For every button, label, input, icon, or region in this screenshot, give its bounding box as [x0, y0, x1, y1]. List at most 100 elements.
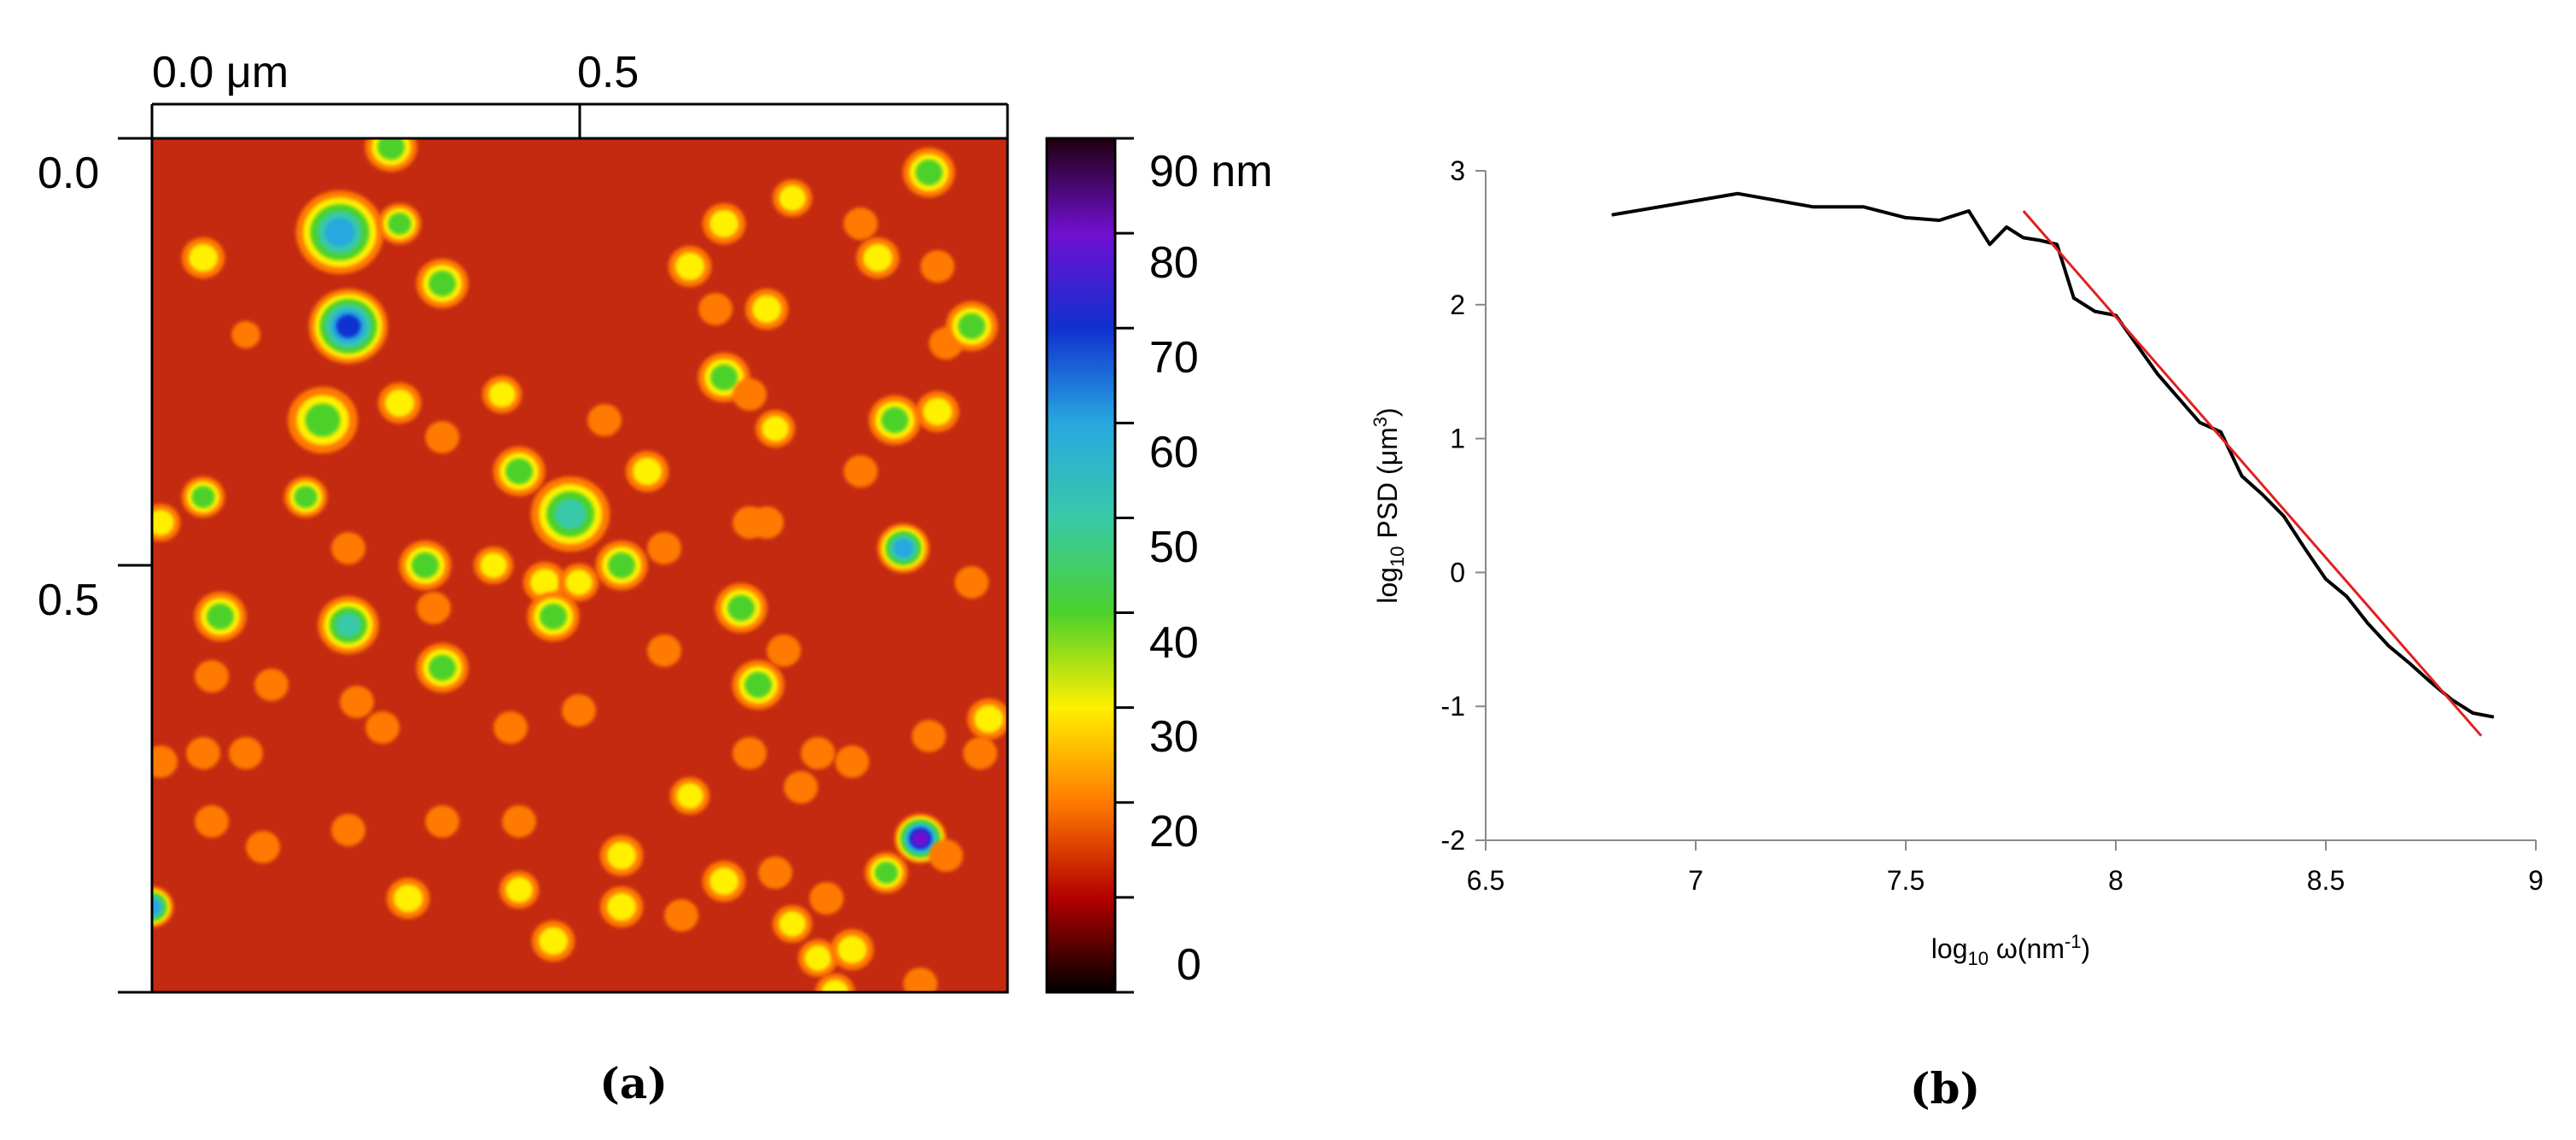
afm-particle [912, 720, 946, 752]
afm-particle [784, 771, 818, 804]
afm-particle [186, 737, 220, 769]
afm-particle-ring [429, 270, 456, 297]
psd-series [1611, 191, 2495, 737]
afm-particle-ring [195, 660, 229, 693]
afm-particle-ring [305, 403, 341, 437]
afm-particle-ring [480, 552, 507, 579]
afm-particle [772, 179, 813, 217]
afm-particle [963, 737, 997, 769]
afm-particle-ring [647, 532, 681, 564]
afm-particle [830, 929, 874, 970]
afm-particle [745, 289, 789, 330]
afm-particle-ring [152, 745, 178, 778]
afm-particle-ring [606, 892, 637, 921]
afm-particle-ring [229, 737, 263, 769]
afm-particle-ring [562, 694, 596, 727]
afm-particle-ring [762, 415, 789, 442]
afm-particle [647, 634, 681, 667]
afm-particle [527, 592, 580, 641]
afm-particle-ring [191, 486, 215, 508]
afm-particle-ring [488, 381, 516, 408]
psd-x-ticks: 6.5 7 7.5 8 8.5 9 [1467, 840, 2544, 896]
afm-particle-ring [676, 782, 704, 810]
afm-particle-ring [912, 720, 946, 752]
panel-label-a: (a) [599, 1058, 668, 1108]
psd-x-tick-label: 7.5 [1887, 865, 1925, 896]
psd-fit-line [2022, 210, 2483, 737]
afm-particle-ring [809, 882, 844, 915]
afm-particle [246, 831, 280, 863]
afm-particle-ring [784, 771, 818, 804]
afm-particle [425, 805, 459, 838]
afm-particle-ring [767, 634, 801, 667]
colorbar-ticks [1115, 137, 1134, 994]
afm-y-tick-05: 0.5 [38, 576, 99, 625]
afm-particle [195, 660, 229, 693]
afm-particle-ring [529, 568, 560, 597]
afm-particle [669, 777, 710, 815]
afm-particle [868, 395, 921, 445]
afm-particle-ring [294, 486, 318, 508]
afm-particle-ring [377, 138, 405, 161]
afm-particle-ring [779, 910, 806, 938]
afm-particle [295, 190, 384, 274]
afm-particle [288, 387, 358, 453]
afm-particle [835, 745, 869, 778]
afm-particle-ring [608, 552, 635, 579]
psd-x-tick-label: 7 [1688, 865, 1703, 896]
afm-particle-ring [912, 830, 929, 847]
afm-particle-ring [429, 654, 456, 681]
afm-particle [702, 203, 746, 244]
afm-particle [967, 699, 1008, 740]
afm-particle [416, 259, 469, 308]
afm-particle [664, 899, 698, 932]
afm-particle [377, 203, 422, 244]
afm-particle [562, 694, 596, 727]
afm-particle [152, 745, 178, 778]
afm-particle-ring [664, 899, 698, 932]
afm-particle-ring [632, 457, 663, 486]
panel-label-b: (b) [1910, 1063, 1980, 1114]
afm-particle-ring [331, 814, 365, 846]
afm-particle [494, 711, 528, 744]
colorbar [1045, 137, 1117, 994]
afm-particles [152, 138, 1008, 992]
afm-particle [365, 138, 418, 172]
afm-particle [856, 237, 900, 278]
afm-particle [229, 737, 263, 769]
afm-particle [531, 921, 575, 962]
afm-particle-ring [821, 979, 849, 992]
afm-particle-ring [903, 968, 938, 992]
afm-particle [844, 208, 878, 240]
afm-particle-ring [801, 737, 835, 769]
afm-particle [152, 886, 174, 927]
colorbar-label-20: 20 [1149, 807, 1199, 856]
afm-particle [732, 660, 785, 710]
afm-particle-ring [862, 243, 893, 272]
afm-particle [425, 421, 459, 453]
afm-particle-ring [417, 592, 451, 624]
psd-y-tick-label: 1 [1450, 424, 1465, 454]
afm-particle-ring [231, 321, 260, 348]
afm-particle [386, 878, 430, 919]
colorbar-label-80: 80 [1149, 238, 1199, 288]
afm-particle [377, 383, 422, 424]
afm-particle-ring [727, 594, 755, 622]
afm-particle [231, 321, 260, 348]
afm-particle-ring [835, 745, 869, 778]
afm-particle [558, 564, 599, 601]
afm-particle-ring [750, 506, 784, 539]
afm-particle [152, 504, 181, 541]
afm-particle-ring [336, 314, 361, 338]
afm-particle [283, 476, 328, 517]
afm-particle-ring [922, 397, 953, 426]
afm-particle [254, 669, 289, 701]
afm-particle-ring [246, 831, 280, 863]
afm-particle-ring [188, 243, 219, 272]
afm-particle-ring [779, 184, 806, 212]
afm-particle [599, 835, 644, 876]
afm-particle-ring [837, 935, 867, 964]
afm-particle [530, 476, 610, 552]
psd-panel: 3 2 1 0 -1 -2 6.5 7 7.5 8 8.5 9 log10 ω(nm-1) log1… [1370, 155, 2544, 1114]
